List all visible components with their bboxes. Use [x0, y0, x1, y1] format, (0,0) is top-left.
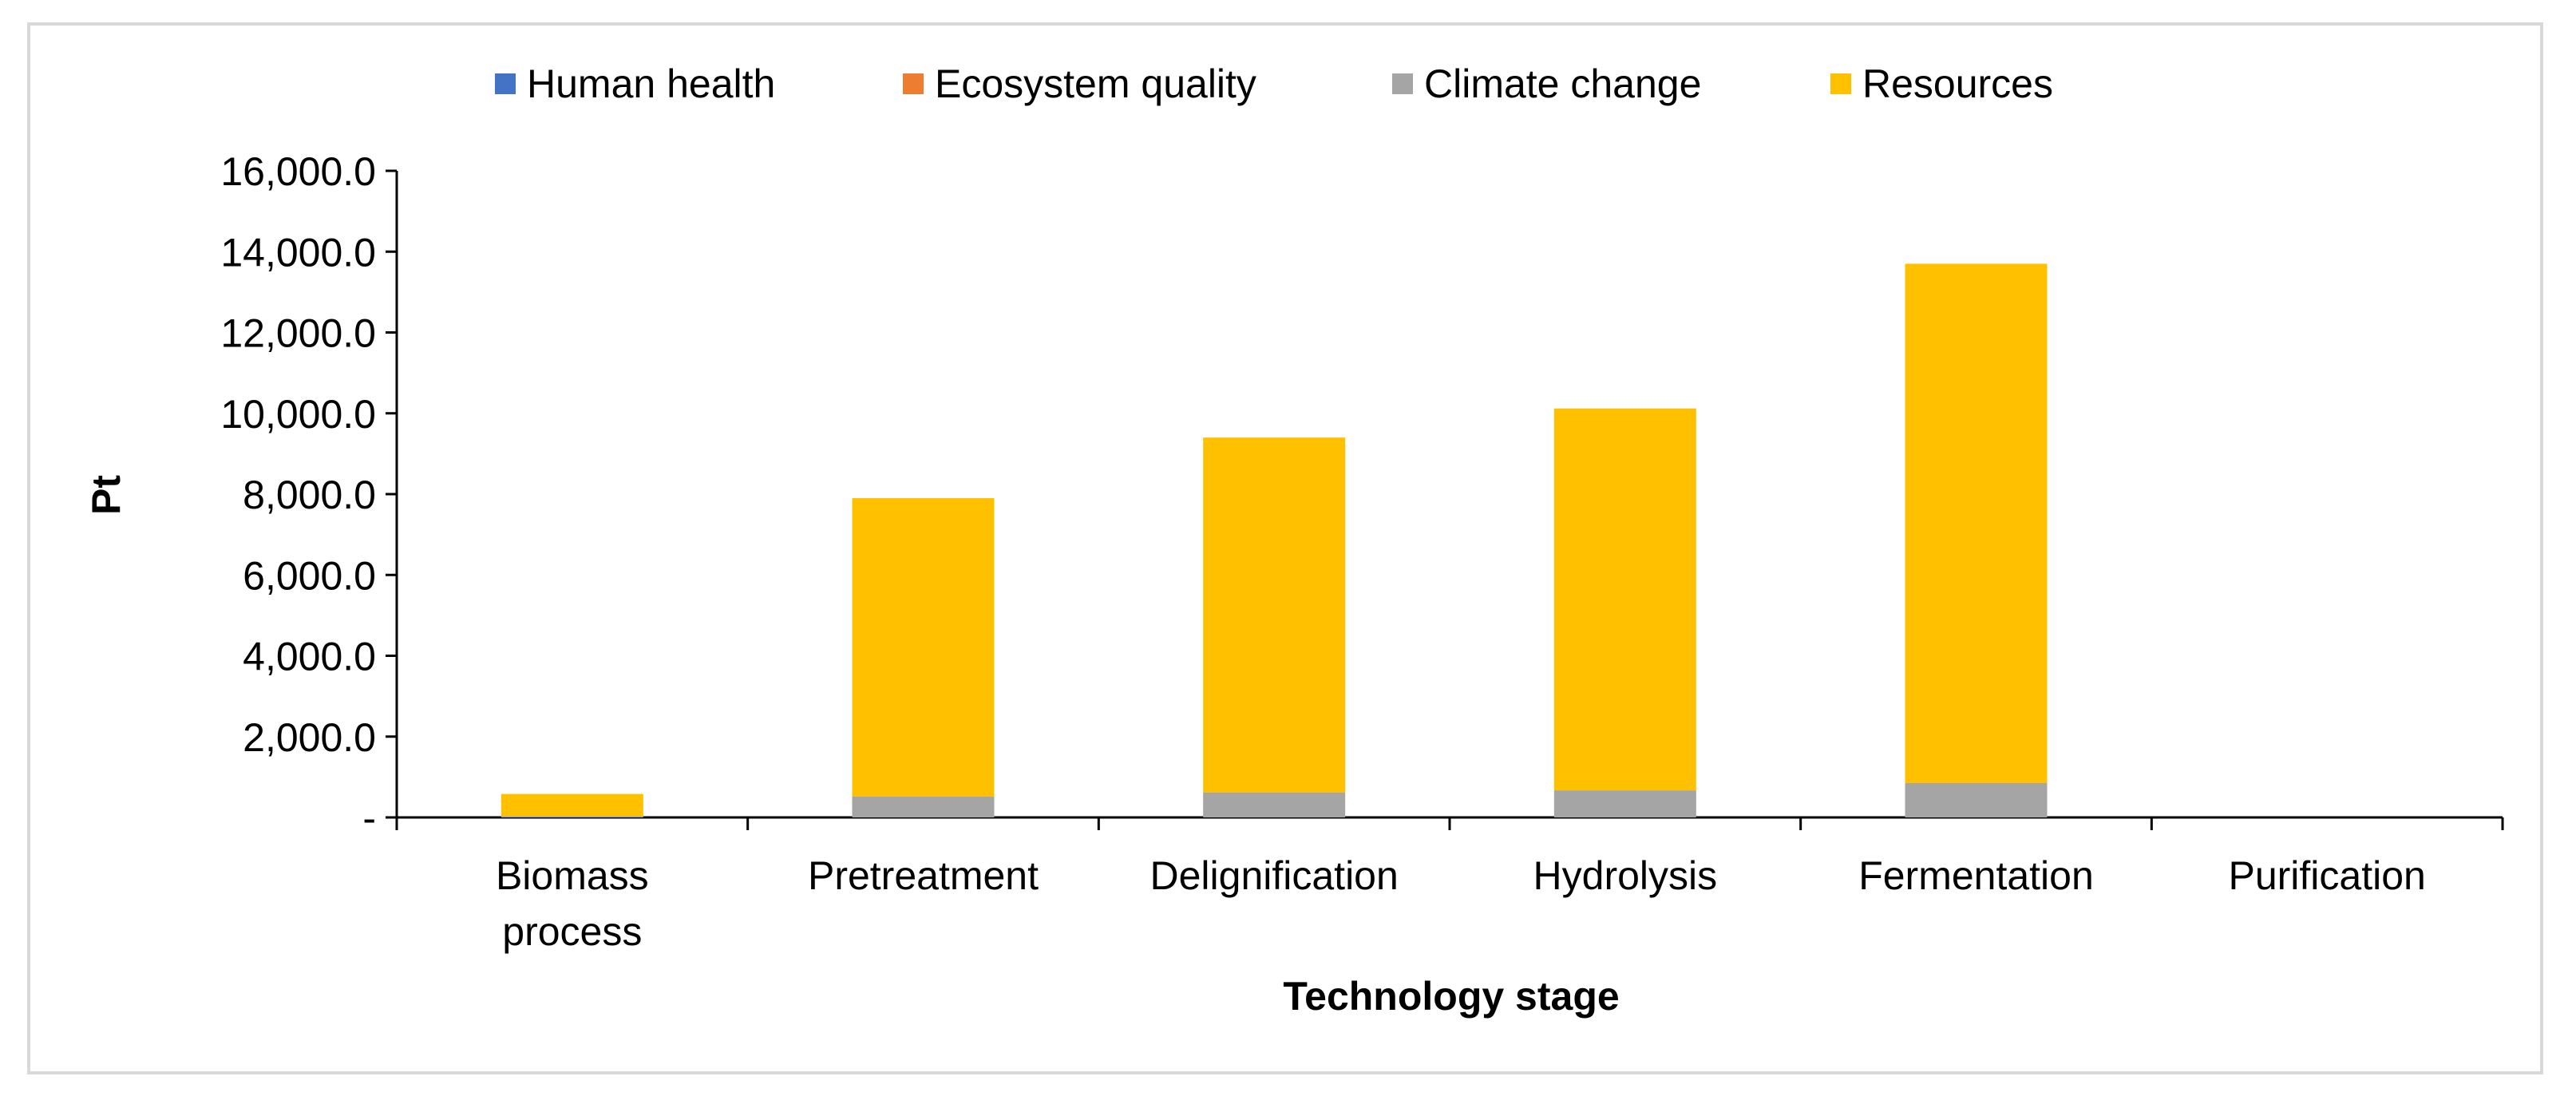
legend-label: Resources	[1862, 61, 2053, 106]
x-axis: Biomass process Pretreatment Delignificatio…	[395, 816, 2504, 954]
y-tick-label: 16,000.0	[220, 149, 376, 194]
y-tick-label: -	[362, 796, 376, 841]
y-tick-label: 14,000.0	[220, 230, 376, 275]
legend-label: Climate change	[1424, 61, 1701, 106]
bar-climate-change	[1905, 782, 2048, 817]
legend-swatch	[903, 73, 924, 94]
bar-resources	[1553, 408, 1696, 791]
legend-swatch	[1830, 73, 1851, 94]
x-category-label: Hydrolysis	[1533, 853, 1718, 898]
x-category-label: Fermentation	[1858, 853, 2094, 898]
legend-swatch	[1392, 73, 1413, 94]
y-tick-label: 8,000.0	[243, 473, 376, 517]
x-category-label: Purification	[2228, 853, 2425, 898]
legend-swatch	[495, 73, 516, 94]
x-category-label: Delignification	[1150, 853, 1399, 898]
bar-climate-change	[501, 816, 643, 817]
legend-label: Human health	[527, 61, 775, 106]
y-axis-title: Pt	[84, 475, 129, 515]
x-category-label: Pretreatment	[808, 853, 1039, 898]
bar-resources	[852, 498, 995, 797]
bars	[501, 263, 2048, 817]
bar-climate-change	[1203, 792, 1346, 817]
bar-resources	[1203, 437, 1346, 793]
y-tick-label: 12,000.0	[220, 311, 376, 356]
x-axis-title: Technology stage	[1283, 974, 1619, 1019]
y-tick-label: 10,000.0	[220, 392, 376, 437]
bar-resources	[1905, 263, 2048, 783]
y-tick-label: 2,000.0	[243, 715, 376, 760]
x-category-label: Biomass	[496, 853, 649, 898]
y-tick-label: 4,000.0	[243, 635, 376, 679]
legend: Human health Ecosystem quality Climate cha…	[495, 61, 2053, 106]
legend-label: Ecosystem quality	[935, 61, 1256, 106]
bar-climate-change	[1553, 790, 1696, 817]
y-tick-label: 6,000.0	[243, 553, 376, 598]
bar-resources	[501, 793, 643, 817]
bar-climate-change	[852, 796, 995, 817]
y-axis: - 2,000.0 4,000.0 6,000.0 8,000.0 10,000.0 12,…	[220, 149, 398, 841]
x-category-label: process	[502, 909, 642, 954]
